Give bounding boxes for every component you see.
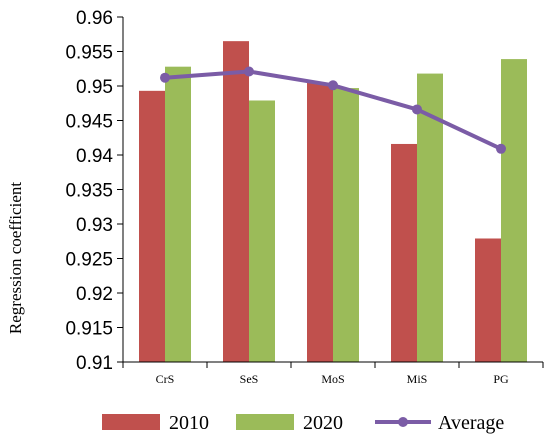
bar-2010-MoS xyxy=(307,82,333,363)
legend-swatch-2010 xyxy=(102,414,160,430)
y-tick-label: 0.935 xyxy=(65,181,113,202)
y-tick-label: 0.955 xyxy=(65,43,113,64)
bar-2010-PG xyxy=(475,238,501,362)
average-line-layer xyxy=(160,66,506,154)
y-tick-label: 0.91 xyxy=(76,353,113,374)
y-tick-label: 0.925 xyxy=(65,250,113,271)
x-category-label: MiS xyxy=(407,372,428,386)
bar-2010-SeS xyxy=(223,41,249,363)
bar-2020-SeS xyxy=(249,100,275,363)
y-tick-label: 0.92 xyxy=(76,284,113,305)
y-tick-label: 0.94 xyxy=(76,146,113,167)
point-average-MoS xyxy=(328,80,338,91)
x-category-label: SeS xyxy=(240,372,259,386)
legend: 2010 2020 Average xyxy=(102,412,504,434)
bar-2020-MoS xyxy=(333,88,359,362)
x-category-label: MoS xyxy=(321,372,344,386)
x-category-labels: CrS SeS MoS MiS PG xyxy=(156,372,509,386)
x-category-label: CrS xyxy=(156,372,175,386)
y-tick-label: 0.945 xyxy=(65,112,113,133)
x-category-label: PG xyxy=(493,372,509,386)
legend-label-2010: 2010 xyxy=(169,412,209,434)
legend-label-2020: 2020 xyxy=(303,412,343,434)
bar-2020-CrS xyxy=(165,66,191,363)
legend-label-average: Average xyxy=(438,412,504,434)
bars-layer xyxy=(139,41,527,363)
y-tick-label: 0.915 xyxy=(65,319,113,340)
point-average-SeS xyxy=(244,66,254,77)
y-axis-title: Regression coefficient xyxy=(6,182,25,334)
bar-2020-PG xyxy=(501,59,527,363)
legend-swatch-2020 xyxy=(236,414,294,430)
legend-marker-average xyxy=(398,417,408,427)
bar-2010-MiS xyxy=(391,143,417,362)
point-average-MiS xyxy=(412,104,422,115)
y-tick-label: 0.93 xyxy=(76,215,113,236)
y-tick-label: 0.96 xyxy=(76,8,113,29)
point-average-CrS xyxy=(160,72,170,83)
point-average-PG xyxy=(496,143,506,154)
bar-2010-CrS xyxy=(139,90,165,362)
y-tick-label: 0.95 xyxy=(76,77,113,98)
y-ticks: 0.91 0.915 0.92 0.925 0.93 0.935 0.94 0.945 0.95… xyxy=(65,8,544,374)
